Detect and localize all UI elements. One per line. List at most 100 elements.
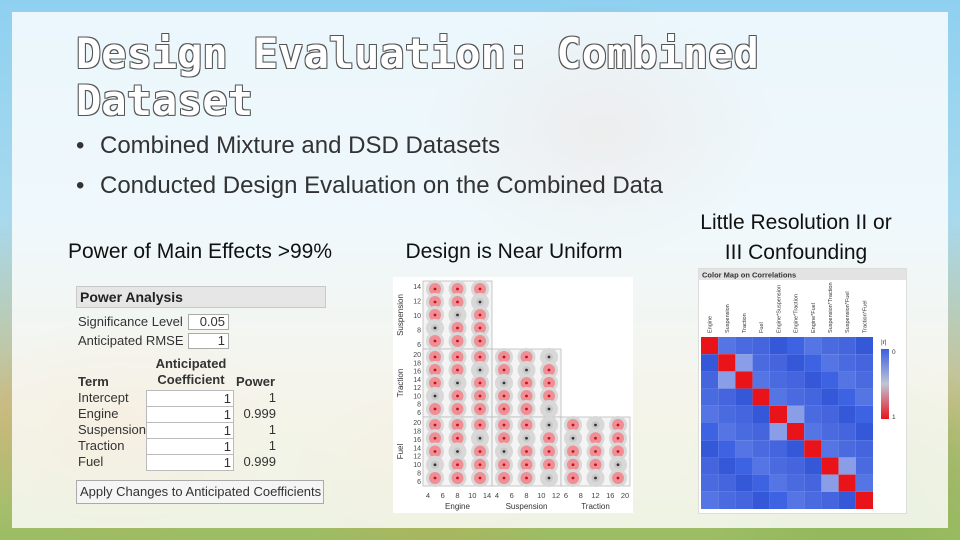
x-tick-label: 4: [495, 491, 499, 500]
point-center: [456, 423, 459, 427]
point-center: [478, 326, 482, 330]
correlation-cell: [804, 354, 822, 372]
correlation-cell: [752, 337, 770, 355]
correlation-cell: [787, 405, 805, 423]
correlation-cell: [804, 337, 822, 355]
coefficient-input[interactable]: 1: [146, 454, 234, 471]
y-axis-label: Suspension: [396, 294, 405, 336]
point-center: [456, 355, 459, 359]
y-tick-label: 6: [417, 410, 421, 417]
correlation-cell: [701, 371, 719, 389]
correlation-cell: [701, 457, 719, 475]
point-center: [456, 381, 459, 385]
correlation-cell: [804, 457, 822, 475]
correlation-cell: [701, 354, 719, 372]
correlation-cell: [752, 440, 770, 458]
correlation-cell: [752, 457, 770, 475]
bullet-list: • Combined Mixture and DSD Datasets • Cond…: [76, 126, 663, 206]
correlation-cell: [769, 423, 787, 441]
rmse-input[interactable]: 1: [188, 333, 229, 349]
confound-heading-line2: III Confounding: [724, 241, 868, 264]
significance-input[interactable]: 0.05: [188, 314, 229, 330]
correlation-cell: [735, 440, 753, 458]
coefficient-input[interactable]: 1: [146, 406, 234, 423]
point-center: [616, 436, 620, 440]
correlation-cell: [838, 337, 856, 355]
table-header: Term Anticipated Coefficient Power: [76, 354, 326, 390]
x-tick-label: 6: [441, 491, 445, 500]
correlation-cell: [787, 474, 805, 492]
y-tick-label: 14: [413, 445, 421, 452]
correlation-cell: [855, 388, 873, 406]
term-cell: Suspension: [78, 422, 146, 437]
y-tick-label: 8: [417, 471, 421, 478]
correlation-cell: [718, 457, 736, 475]
correlation-cell: [855, 337, 873, 355]
point-center: [594, 476, 597, 480]
point-center: [456, 436, 459, 440]
point-center: [525, 368, 528, 372]
point-center: [502, 407, 506, 411]
correlation-cell: [752, 388, 770, 406]
correlation-cell: [752, 354, 770, 372]
correlation-cell: [787, 337, 805, 355]
point-center: [525, 394, 528, 398]
correlation-cell: [855, 354, 873, 372]
x-tick-label: 8: [455, 491, 459, 500]
x-axis-label: Suspension: [506, 502, 548, 511]
correlation-cell: [787, 491, 805, 509]
correlation-cell: [735, 491, 753, 509]
point-center: [433, 476, 437, 480]
point-center: [525, 407, 528, 411]
point-center: [478, 407, 482, 411]
apply-changes-button[interactable]: Apply Changes to Anticipated Coefficient…: [76, 480, 324, 504]
coefficient-input[interactable]: 1: [146, 422, 234, 439]
point-center: [547, 355, 551, 359]
point-center: [433, 287, 437, 291]
color-map-column-label: Traction*Fuel: [862, 300, 868, 333]
correlation-cell: [821, 440, 839, 458]
point-center: [456, 339, 459, 343]
point-center: [456, 368, 459, 372]
point-center: [571, 476, 575, 480]
correlation-cell: [735, 388, 753, 406]
y-tick-label: 18: [413, 360, 421, 367]
correlation-cell: [804, 388, 822, 406]
y-tick-label: 8: [417, 402, 421, 409]
correlation-cell: [787, 354, 805, 372]
correlation-cell: [769, 337, 787, 355]
y-tick-label: 20: [413, 420, 421, 427]
correlation-cell: [752, 405, 770, 423]
coefficient-input[interactable]: 1: [146, 438, 234, 455]
correlation-cell: [718, 371, 736, 389]
rmse-row: Anticipated RMSE 1: [76, 331, 326, 350]
table-row: Intercept 1 1: [76, 390, 326, 407]
correlation-cell: [787, 457, 805, 475]
point-center: [594, 463, 597, 467]
power-cell: 1: [268, 422, 276, 437]
correlation-cell: [718, 405, 736, 423]
correlation-cell: [735, 423, 753, 441]
point-center: [594, 450, 597, 453]
y-tick-label: 10: [413, 462, 421, 469]
correlation-cell: [804, 491, 822, 509]
point-center: [502, 450, 506, 453]
point-center: [525, 423, 528, 427]
table-row: Fuel 1 0.999: [76, 454, 326, 471]
point-center: [594, 436, 597, 440]
power-column-header: Power: [236, 374, 276, 389]
coefficient-input[interactable]: 1: [146, 390, 234, 407]
color-map-title[interactable]: Color Map on Correlations: [702, 271, 796, 280]
point-center: [456, 313, 459, 317]
power-analysis-title[interactable]: Power Analysis: [76, 286, 326, 308]
point-center: [616, 476, 620, 480]
color-map-column-label: Fuel: [759, 322, 765, 333]
x-tick-label: 14: [483, 491, 491, 500]
power-analysis-panel: Power Analysis Significance Level 0.05 A…: [76, 286, 326, 504]
correlation-cell: [855, 405, 873, 423]
scatterplot-svg: Suspension14121086Traction20181614121086…: [396, 280, 631, 511]
correlation-cell: [769, 474, 787, 492]
point-center: [433, 326, 437, 330]
correlation-cell: [787, 388, 805, 406]
point-center: [433, 355, 437, 359]
